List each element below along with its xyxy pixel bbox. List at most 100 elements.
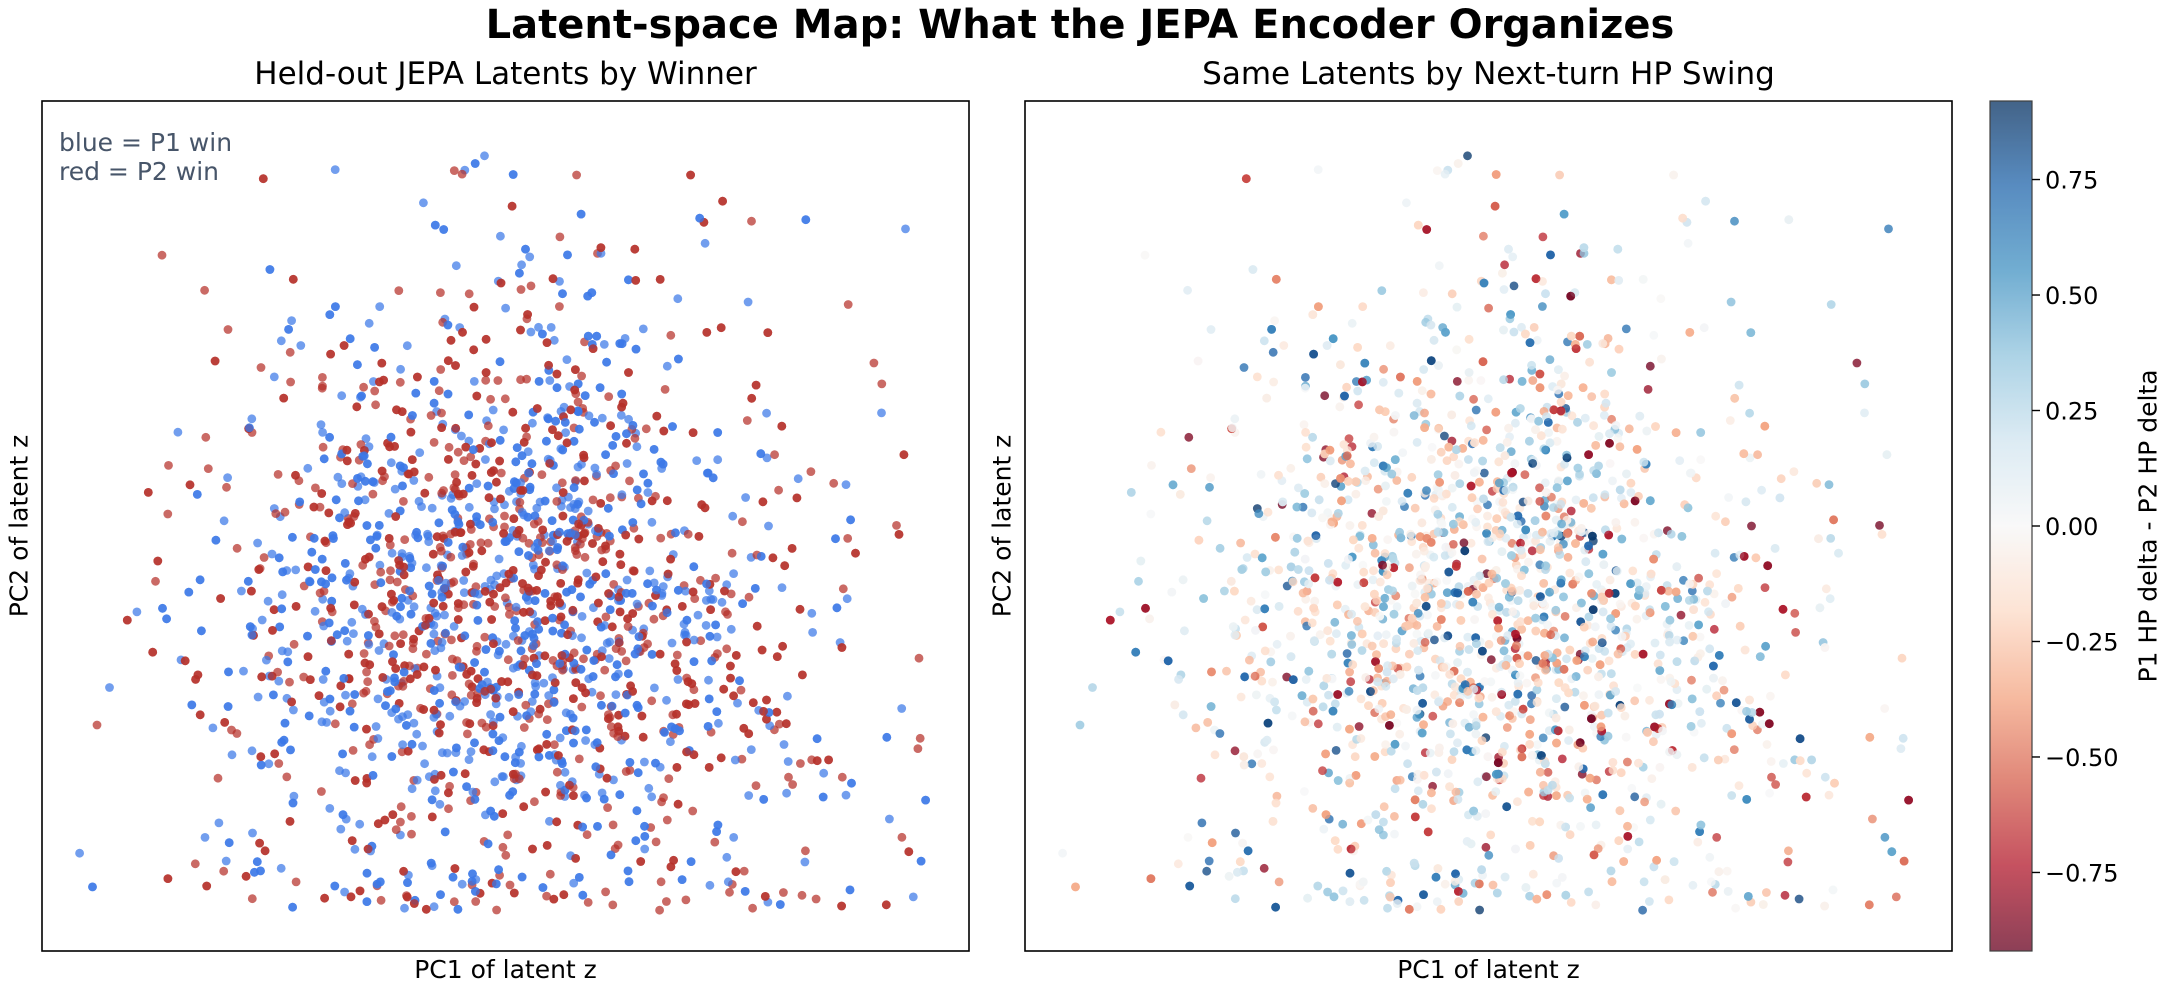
point-p2-win [688, 806, 698, 816]
point-p1-win [243, 576, 253, 586]
point-p2-win [512, 529, 522, 539]
point-hp-swing [1240, 672, 1250, 682]
point-hp-swing [1202, 516, 1212, 526]
point-hp-swing [1557, 424, 1567, 434]
point-hp-swing [1310, 573, 1320, 583]
point-hp-swing [1392, 899, 1402, 908]
point-hp-swing [1466, 421, 1476, 431]
point-p2-win [282, 772, 292, 782]
point-hp-swing [1333, 776, 1343, 785]
point-hp-swing [1671, 428, 1681, 437]
point-p1-win [457, 551, 467, 560]
point-p2-win [601, 887, 610, 897]
point-p1-win [362, 521, 372, 530]
point-hp-swing [1358, 560, 1368, 570]
point-hp-swing [1577, 598, 1586, 608]
point-p2-win [481, 375, 491, 385]
point-hp-swing [1656, 585, 1666, 595]
point-hp-swing [1762, 740, 1772, 749]
point-p2-win [897, 832, 907, 842]
point-p1-win [528, 629, 537, 639]
point-hp-swing [1410, 589, 1420, 599]
point-hp-swing [1417, 575, 1426, 585]
point-p2-win [463, 729, 472, 739]
point-hp-swing [1314, 302, 1323, 311]
point-hp-swing [1330, 699, 1340, 709]
point-hp-swing [1511, 418, 1520, 428]
point-hp-swing [1586, 503, 1596, 513]
point-p2-win [775, 719, 784, 729]
point-p2-win [570, 543, 580, 552]
point-hp-swing [1379, 364, 1388, 374]
point-hp-swing [1483, 522, 1492, 532]
point-hp-swing [1761, 641, 1770, 651]
point-p2-win [824, 755, 833, 765]
point-hp-swing [1623, 821, 1632, 831]
point-p2-win [350, 509, 360, 518]
point-hp-swing [1880, 832, 1890, 842]
point-p1-win [582, 568, 592, 578]
point-p2-win [427, 812, 437, 822]
point-hp-swing [1611, 421, 1621, 430]
point-hp-swing [1711, 511, 1721, 521]
point-hp-swing [1555, 170, 1564, 180]
point-p1-win [525, 482, 535, 492]
point-p1-win [569, 738, 578, 748]
point-hp-swing [1260, 646, 1270, 656]
point-p2-win [713, 649, 722, 658]
point-hp-swing [1313, 165, 1323, 175]
point-p1-win [480, 667, 489, 677]
point-p1-win [701, 596, 711, 605]
point-p1-win [667, 722, 676, 732]
point-p1-win [845, 885, 855, 895]
point-p2-win [488, 721, 498, 731]
point-hp-swing [1499, 325, 1508, 335]
point-p2-win [557, 651, 567, 660]
point-p2-win [487, 615, 496, 624]
point-p1-win [389, 650, 398, 659]
point-hp-swing [1345, 778, 1355, 788]
point-p2-win [509, 888, 519, 898]
point-hp-swing [1342, 451, 1352, 461]
point-hp-swing [1577, 524, 1586, 533]
point-p1-win [368, 477, 378, 486]
point-hp-swing [1532, 335, 1542, 345]
point-hp-swing [1331, 746, 1341, 755]
point-p2-win [801, 846, 810, 856]
point-hp-swing [1409, 639, 1419, 648]
point-hp-swing [1432, 622, 1442, 631]
point-p2-win [349, 600, 359, 610]
point-hp-swing [1351, 489, 1361, 499]
point-p1-win [756, 449, 766, 459]
point-hp-swing [1535, 497, 1545, 506]
point-hp-swing [1535, 383, 1545, 393]
point-hp-swing [1389, 563, 1399, 573]
point-p1-win [403, 878, 412, 887]
point-hp-swing [1491, 787, 1501, 796]
point-p1-win [335, 513, 344, 523]
point-hp-swing [1258, 622, 1268, 632]
point-hp-swing [1672, 657, 1682, 666]
point-p1-win [319, 454, 329, 464]
point-p2-win [486, 468, 496, 477]
point-p1-win [566, 528, 576, 538]
point-hp-swing [1206, 325, 1216, 334]
point-p1-win [286, 745, 295, 755]
point-hp-swing [1566, 898, 1576, 907]
point-hp-swing [1426, 389, 1436, 399]
point-p2-win [450, 470, 460, 479]
point-p1-win [462, 782, 471, 791]
point-p1-win [426, 639, 436, 648]
point-p1-win [530, 689, 540, 699]
point-hp-swing [1427, 804, 1436, 814]
point-p2-win [770, 450, 779, 460]
point-p2-win [504, 602, 514, 612]
point-hp-swing [1864, 900, 1874, 910]
point-p2-win [894, 530, 904, 539]
point-p2-win [625, 476, 634, 486]
point-p1-win [620, 708, 630, 718]
point-p1-win [801, 215, 811, 225]
point-p1-win [636, 499, 646, 509]
point-p1-win [841, 480, 851, 489]
point-hp-swing [1323, 887, 1332, 897]
